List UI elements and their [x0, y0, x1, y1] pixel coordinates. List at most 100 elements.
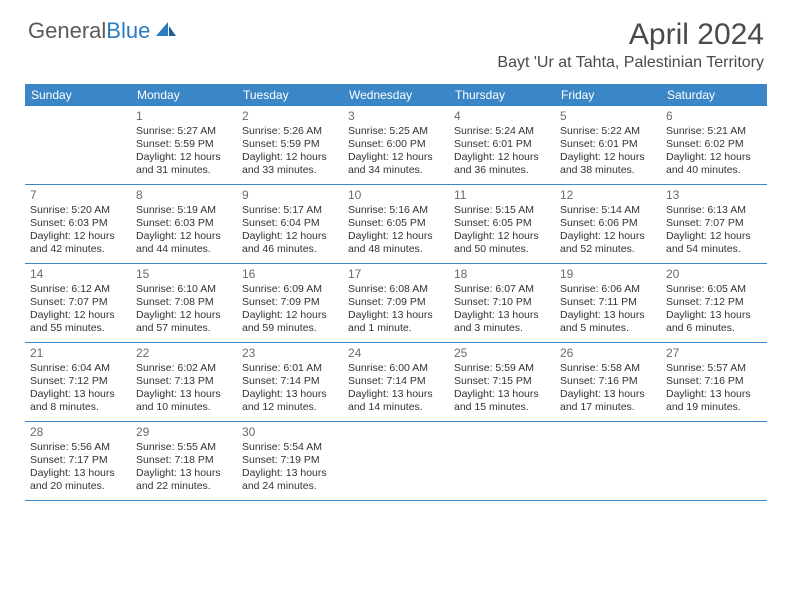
day-cell: 7Sunrise: 5:20 AMSunset: 6:03 PMDaylight… [25, 185, 131, 263]
day-cell: 28Sunrise: 5:56 AMSunset: 7:17 PMDayligh… [25, 422, 131, 500]
day-number: 9 [242, 188, 338, 203]
sunset-text: Sunset: 7:15 PM [454, 375, 550, 388]
day-number: 10 [348, 188, 444, 203]
day-cell: 9Sunrise: 5:17 AMSunset: 6:04 PMDaylight… [237, 185, 343, 263]
daylight-text: Daylight: 12 hours and 44 minutes. [136, 230, 232, 256]
daylight-text: Daylight: 13 hours and 8 minutes. [30, 388, 126, 414]
sunrise-text: Sunrise: 5:58 AM [560, 362, 656, 375]
sunrise-text: Sunrise: 6:04 AM [30, 362, 126, 375]
day-number: 8 [136, 188, 232, 203]
day-number: 7 [30, 188, 126, 203]
dayhead-mon: Monday [131, 84, 237, 106]
daylight-text: Daylight: 13 hours and 12 minutes. [242, 388, 338, 414]
sunrise-text: Sunrise: 6:01 AM [242, 362, 338, 375]
daylight-text: Daylight: 13 hours and 1 minute. [348, 309, 444, 335]
sunrise-text: Sunrise: 5:21 AM [666, 125, 762, 138]
day-number: 4 [454, 109, 550, 124]
daylight-text: Daylight: 12 hours and 40 minutes. [666, 151, 762, 177]
day-header-row: Sunday Monday Tuesday Wednesday Thursday… [25, 84, 767, 106]
day-number: 15 [136, 267, 232, 282]
daylight-text: Daylight: 13 hours and 15 minutes. [454, 388, 550, 414]
sunrise-text: Sunrise: 5:14 AM [560, 204, 656, 217]
day-number: 2 [242, 109, 338, 124]
sunset-text: Sunset: 7:09 PM [242, 296, 338, 309]
day-cell: 6Sunrise: 5:21 AMSunset: 6:02 PMDaylight… [661, 106, 767, 184]
day-cell: 23Sunrise: 6:01 AMSunset: 7:14 PMDayligh… [237, 343, 343, 421]
daylight-text: Daylight: 12 hours and 31 minutes. [136, 151, 232, 177]
sunset-text: Sunset: 6:05 PM [454, 217, 550, 230]
sunset-text: Sunset: 6:02 PM [666, 138, 762, 151]
day-number: 14 [30, 267, 126, 282]
week-row: 28Sunrise: 5:56 AMSunset: 7:17 PMDayligh… [25, 422, 767, 501]
day-cell: 11Sunrise: 5:15 AMSunset: 6:05 PMDayligh… [449, 185, 555, 263]
day-number: 5 [560, 109, 656, 124]
sunset-text: Sunset: 7:07 PM [666, 217, 762, 230]
day-cell: 2Sunrise: 5:26 AMSunset: 5:59 PMDaylight… [237, 106, 343, 184]
daylight-text: Daylight: 13 hours and 22 minutes. [136, 467, 232, 493]
sunset-text: Sunset: 7:17 PM [30, 454, 126, 467]
sunrise-text: Sunrise: 5:22 AM [560, 125, 656, 138]
sunset-text: Sunset: 5:59 PM [136, 138, 232, 151]
daylight-text: Daylight: 12 hours and 48 minutes. [348, 230, 444, 256]
sunrise-text: Sunrise: 5:56 AM [30, 441, 126, 454]
day-number: 28 [30, 425, 126, 440]
sunset-text: Sunset: 7:12 PM [30, 375, 126, 388]
day-cell: 30Sunrise: 5:54 AMSunset: 7:19 PMDayligh… [237, 422, 343, 500]
day-cell: 5Sunrise: 5:22 AMSunset: 6:01 PMDaylight… [555, 106, 661, 184]
day-number: 30 [242, 425, 338, 440]
sunset-text: Sunset: 7:08 PM [136, 296, 232, 309]
day-cell [661, 422, 767, 500]
daylight-text: Daylight: 13 hours and 6 minutes. [666, 309, 762, 335]
sunrise-text: Sunrise: 5:15 AM [454, 204, 550, 217]
page-header: GeneralBlue April 2024 Bayt 'Ur at Tahta… [0, 0, 792, 78]
day-cell: 3Sunrise: 5:25 AMSunset: 6:00 PMDaylight… [343, 106, 449, 184]
daylight-text: Daylight: 13 hours and 5 minutes. [560, 309, 656, 335]
sunrise-text: Sunrise: 6:06 AM [560, 283, 656, 296]
daylight-text: Daylight: 12 hours and 46 minutes. [242, 230, 338, 256]
sunset-text: Sunset: 7:16 PM [666, 375, 762, 388]
sunrise-text: Sunrise: 5:57 AM [666, 362, 762, 375]
sunrise-text: Sunrise: 5:27 AM [136, 125, 232, 138]
day-cell: 13Sunrise: 6:13 AMSunset: 7:07 PMDayligh… [661, 185, 767, 263]
sunset-text: Sunset: 6:06 PM [560, 217, 656, 230]
day-cell: 19Sunrise: 6:06 AMSunset: 7:11 PMDayligh… [555, 264, 661, 342]
daylight-text: Daylight: 13 hours and 14 minutes. [348, 388, 444, 414]
day-number: 20 [666, 267, 762, 282]
day-number: 13 [666, 188, 762, 203]
daylight-text: Daylight: 12 hours and 33 minutes. [242, 151, 338, 177]
calendar-grid: Sunday Monday Tuesday Wednesday Thursday… [25, 84, 767, 501]
sunset-text: Sunset: 7:11 PM [560, 296, 656, 309]
sunrise-text: Sunrise: 6:10 AM [136, 283, 232, 296]
day-cell: 20Sunrise: 6:05 AMSunset: 7:12 PMDayligh… [661, 264, 767, 342]
daylight-text: Daylight: 13 hours and 20 minutes. [30, 467, 126, 493]
daylight-text: Daylight: 12 hours and 55 minutes. [30, 309, 126, 335]
day-cell: 12Sunrise: 5:14 AMSunset: 6:06 PMDayligh… [555, 185, 661, 263]
day-number: 25 [454, 346, 550, 361]
sunset-text: Sunset: 7:10 PM [454, 296, 550, 309]
location-label: Bayt 'Ur at Tahta, Palestinian Territory [497, 54, 764, 72]
daylight-text: Daylight: 13 hours and 10 minutes. [136, 388, 232, 414]
day-cell: 22Sunrise: 6:02 AMSunset: 7:13 PMDayligh… [131, 343, 237, 421]
sunrise-text: Sunrise: 6:07 AM [454, 283, 550, 296]
day-cell [555, 422, 661, 500]
sunrise-text: Sunrise: 6:02 AM [136, 362, 232, 375]
sunset-text: Sunset: 6:00 PM [348, 138, 444, 151]
day-number: 24 [348, 346, 444, 361]
week-row: 1Sunrise: 5:27 AMSunset: 5:59 PMDaylight… [25, 106, 767, 185]
week-row: 21Sunrise: 6:04 AMSunset: 7:12 PMDayligh… [25, 343, 767, 422]
sunrise-text: Sunrise: 6:09 AM [242, 283, 338, 296]
day-number: 16 [242, 267, 338, 282]
sunset-text: Sunset: 7:13 PM [136, 375, 232, 388]
day-number: 12 [560, 188, 656, 203]
daylight-text: Daylight: 12 hours and 36 minutes. [454, 151, 550, 177]
week-row: 14Sunrise: 6:12 AMSunset: 7:07 PMDayligh… [25, 264, 767, 343]
sunset-text: Sunset: 7:18 PM [136, 454, 232, 467]
month-title: April 2024 [497, 18, 764, 52]
day-cell: 14Sunrise: 6:12 AMSunset: 7:07 PMDayligh… [25, 264, 131, 342]
day-cell: 18Sunrise: 6:07 AMSunset: 7:10 PMDayligh… [449, 264, 555, 342]
daylight-text: Daylight: 13 hours and 17 minutes. [560, 388, 656, 414]
sunrise-text: Sunrise: 6:13 AM [666, 204, 762, 217]
sunset-text: Sunset: 7:09 PM [348, 296, 444, 309]
day-cell: 17Sunrise: 6:08 AMSunset: 7:09 PMDayligh… [343, 264, 449, 342]
day-cell [449, 422, 555, 500]
